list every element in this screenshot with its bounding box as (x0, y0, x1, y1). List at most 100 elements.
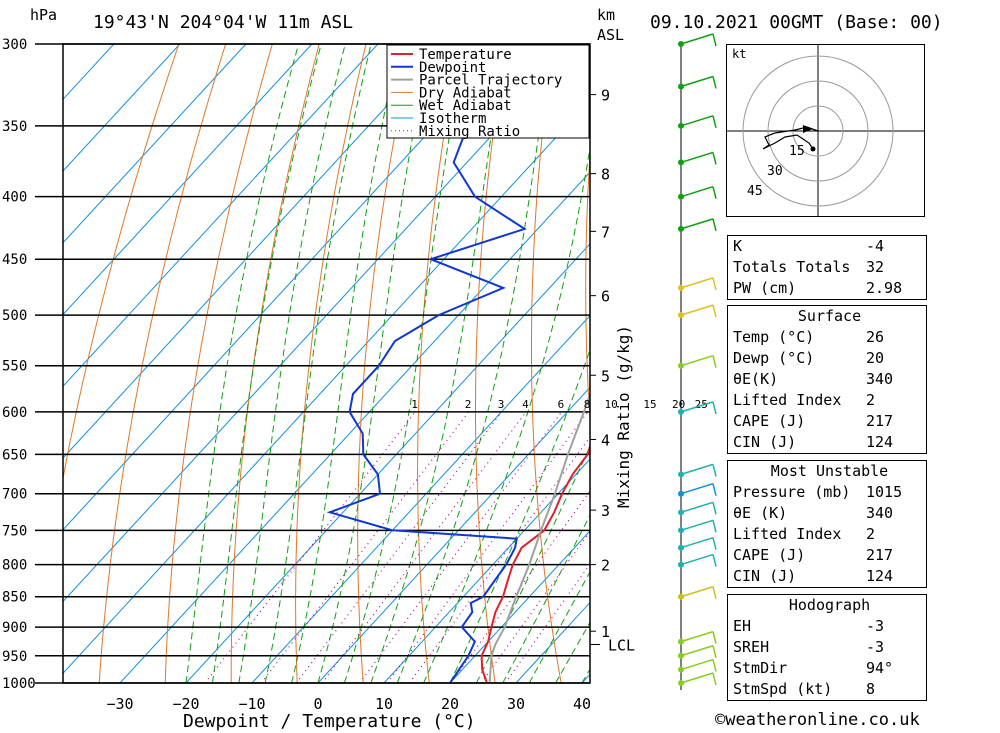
mixing-ratio-line (408, 436, 590, 683)
mu-label: Lifted Index (733, 525, 842, 543)
wind-barb-staff (680, 75, 714, 88)
mixing-ratio-line (450, 490, 590, 683)
wind-barb-flag (712, 659, 717, 672)
isotherm-line (63, 44, 313, 316)
pressure-tick-label: 1000 (2, 676, 36, 692)
hodograph-unit: kt (732, 47, 746, 61)
wind-barb-staff (680, 645, 714, 657)
hodograph-ring-45 (742, 55, 894, 207)
hodograph-plot: kt 15 30 45 (727, 45, 924, 216)
dry-adiabat-line (638, 44, 693, 683)
mixing-ratio-label: 25 (695, 398, 708, 411)
wet-adiabat-line (370, 44, 507, 683)
wind-barb-staff (680, 185, 714, 198)
plot-frame (62, 43, 591, 684)
mixing-ratio-line (295, 411, 503, 683)
surface-label: CAPE (J) (733, 412, 806, 430)
isotherm-line (63, 44, 511, 531)
mixing-ratio-label: 1 (411, 398, 418, 411)
surface-value: 124 (866, 433, 894, 451)
wind-barb-staff (680, 401, 714, 413)
hodograph-ring-15 (792, 105, 844, 157)
dewpoint-line (326, 44, 571, 683)
dry-adiabat-line (417, 44, 460, 683)
wind-barb-staff (680, 463, 714, 476)
hodograph-panel: kt 15 30 45 (726, 44, 925, 217)
wind-barb-flag (712, 152, 717, 165)
legend-entry: Wet Adiabat (419, 98, 512, 114)
mixing-ratio-label: 3 (498, 398, 505, 411)
hodograph-value: -3 (866, 617, 885, 635)
surface-label: θE(K) (733, 370, 779, 388)
dry-adiabat-line (927, 44, 1000, 683)
wind-barb-staff (680, 586, 714, 598)
wind-barb-flag (712, 355, 717, 368)
pressure-tick-label: 400 (2, 190, 27, 206)
wind-barb-staff (680, 630, 714, 643)
most-unstable-title: Most Unstable (770, 462, 889, 480)
profiles (326, 44, 590, 683)
isotherm-line (63, 44, 247, 244)
hodograph-ring-label-30: 30 (767, 164, 783, 179)
wet-adiabat-line (185, 44, 300, 683)
temperature-line (480, 442, 590, 683)
index-value: 2.98 (866, 279, 903, 297)
mu-label: CAPE (J) (733, 546, 806, 564)
wind-barb-staff (680, 658, 714, 671)
legend-entry: Isotherm (419, 111, 486, 127)
index-value: 32 (866, 258, 885, 276)
wet-adiabat-line (475, 445, 590, 683)
mixing-ratio-label: 8 (584, 398, 591, 411)
mu-value: 217 (866, 546, 894, 564)
wind-barb-flag (712, 218, 717, 232)
lcl-label: LCL (608, 636, 635, 654)
surface-label: Lifted Index (733, 391, 842, 409)
temperature-tick-label: 10 (375, 695, 393, 713)
mu-value: 124 (866, 567, 894, 585)
wind-barb-flag (712, 33, 717, 47)
index-label: PW (cm) (733, 279, 797, 297)
surface-value: 2 (866, 391, 876, 409)
hodograph-value: 94° (866, 659, 894, 677)
surface-title: Surface (797, 307, 862, 325)
wind-barb-flag (712, 76, 717, 89)
height-tick-label: 3 (601, 502, 610, 520)
temperature-tick-label: 20 (441, 695, 459, 713)
x-axis-title: Dewpoint / Temperature (°C) (183, 711, 476, 732)
hpa-unit-label: hPa (30, 6, 57, 24)
credit-link[interactable]: ©weatheronline.co.uk (715, 710, 920, 730)
height-tick-label: 2 (601, 557, 610, 575)
height-tick-label: 6 (601, 288, 610, 306)
surface-value: 217 (866, 412, 894, 430)
wind-barb-flag (712, 186, 717, 199)
axis-labels: 1 2 3 4 6 8 10 15 20 2530035040045050055060065070… (2, 37, 708, 713)
most-unstable-table: Most Unstable Pressure (mb) 1015 θE (K) 34… (727, 460, 927, 588)
height-tick-label: 7 (601, 223, 610, 241)
surface-value: 340 (866, 370, 894, 388)
mixing-ratio-line (480, 530, 590, 683)
pressure-tick-label: 350 (2, 119, 27, 135)
wind-barb-flag (712, 277, 717, 291)
pressure-tick-label: 500 (2, 308, 27, 324)
wind-barbs (678, 33, 717, 690)
isotherm-line (63, 99, 590, 674)
mu-value: 2 (866, 525, 876, 543)
hodograph-label: StmDir (733, 659, 788, 677)
wind-barb-staff (680, 354, 714, 367)
isotherm-line (119, 171, 590, 683)
hodograph-label: StmSpd (kt) (733, 680, 833, 698)
mixing-ratio-line (504, 563, 590, 683)
isotherm-line (449, 530, 590, 683)
mixing-ratio-axis-title: Mixing Ratio (g/kg) (614, 325, 633, 508)
pressure-tick-label: 450 (2, 252, 27, 268)
isotherm-line (63, 44, 445, 459)
mixing-ratio-line (386, 411, 589, 683)
index-row: K -4 (728, 236, 927, 258)
isotherm-line (63, 44, 181, 172)
temperature-tick-label: −30 (106, 695, 133, 713)
hodograph-value: -3 (866, 638, 885, 656)
wind-barb-staff (680, 672, 714, 684)
dry-adiabat-line (585, 147, 590, 427)
pressure-tick-label: 800 (2, 558, 27, 574)
wind-barb-flag (712, 115, 717, 128)
